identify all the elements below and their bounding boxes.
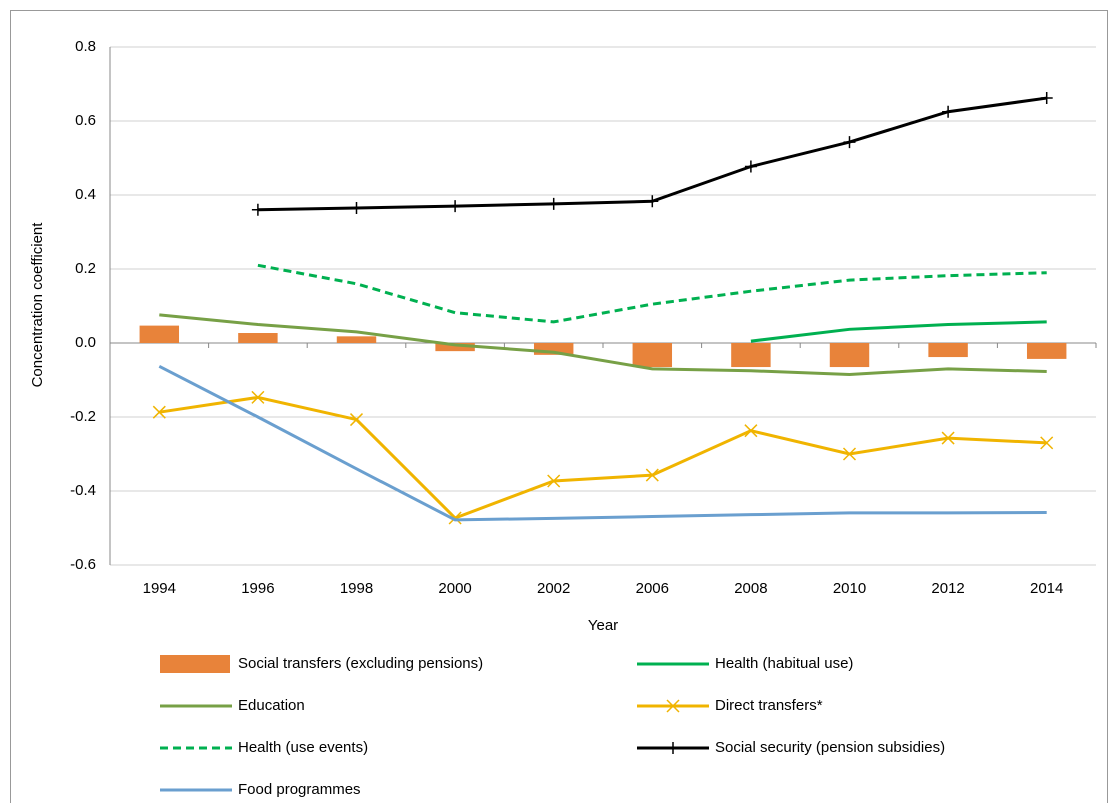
legend-label: Education [238,697,305,714]
bar [139,325,180,343]
bar [731,343,771,368]
bar [435,343,475,352]
line [257,263,1047,324]
bar [533,343,574,355]
legend-label: Health (habitual use) [715,655,853,672]
bar [928,343,968,358]
line [159,395,1047,520]
y-axis-label: Concentration coefficient [29,222,46,388]
marker [1040,92,1053,105]
x-axis-label: Year [588,617,618,634]
marker [350,201,363,214]
legend-label: Direct transfers* [715,697,823,714]
bar [336,336,377,343]
y-tick-label: 0.4 [75,186,96,203]
x-tick-label: 2002 [537,580,570,597]
x-tick-label: 1994 [143,580,176,597]
x-tick-label: 2012 [931,580,964,597]
chart-border [10,10,1108,803]
legend-marker [666,699,680,713]
marker [251,203,264,216]
line [257,96,1047,212]
marker [843,136,856,149]
y-tick-label: -0.4 [70,482,96,499]
bar [238,333,278,343]
legend-swatch [160,655,230,673]
marker [842,447,857,461]
bar [829,343,870,368]
bar [1026,343,1067,359]
line [158,364,1047,522]
line [159,313,1047,376]
marker [744,160,757,173]
marker [251,390,265,404]
marker [941,431,955,445]
x-tick-label: 2000 [438,580,471,597]
y-tick-label: 0.8 [75,38,96,55]
legend-label: Social transfers (excluding pensions) [238,655,483,672]
x-tick-label: 2010 [833,580,866,597]
marker [645,468,659,482]
marker [547,474,561,488]
marker [449,200,462,213]
legend-label: Health (use events) [238,739,368,756]
marker [448,511,462,525]
line [750,320,1047,343]
y-tick-label: 0.0 [75,334,96,351]
marker [1040,436,1054,450]
marker [152,405,166,419]
x-tick-label: 2014 [1030,580,1063,597]
y-tick-label: -0.6 [70,556,96,573]
marker [942,105,955,118]
marker [349,413,364,427]
y-tick-label: 0.2 [75,260,96,277]
marker [646,195,659,208]
bar [632,343,673,368]
x-tick-label: 1996 [241,580,274,597]
x-tick-label: 1998 [340,580,373,597]
x-tick-label: 2008 [734,580,767,597]
legend-label: Social security (pension subsidies) [715,739,945,756]
y-tick-label: 0.6 [75,112,96,129]
marker [744,424,758,438]
y-tick-label: -0.2 [70,408,96,425]
legend-label: Food programmes [238,781,361,798]
marker [547,197,560,210]
x-tick-label: 2006 [636,580,669,597]
